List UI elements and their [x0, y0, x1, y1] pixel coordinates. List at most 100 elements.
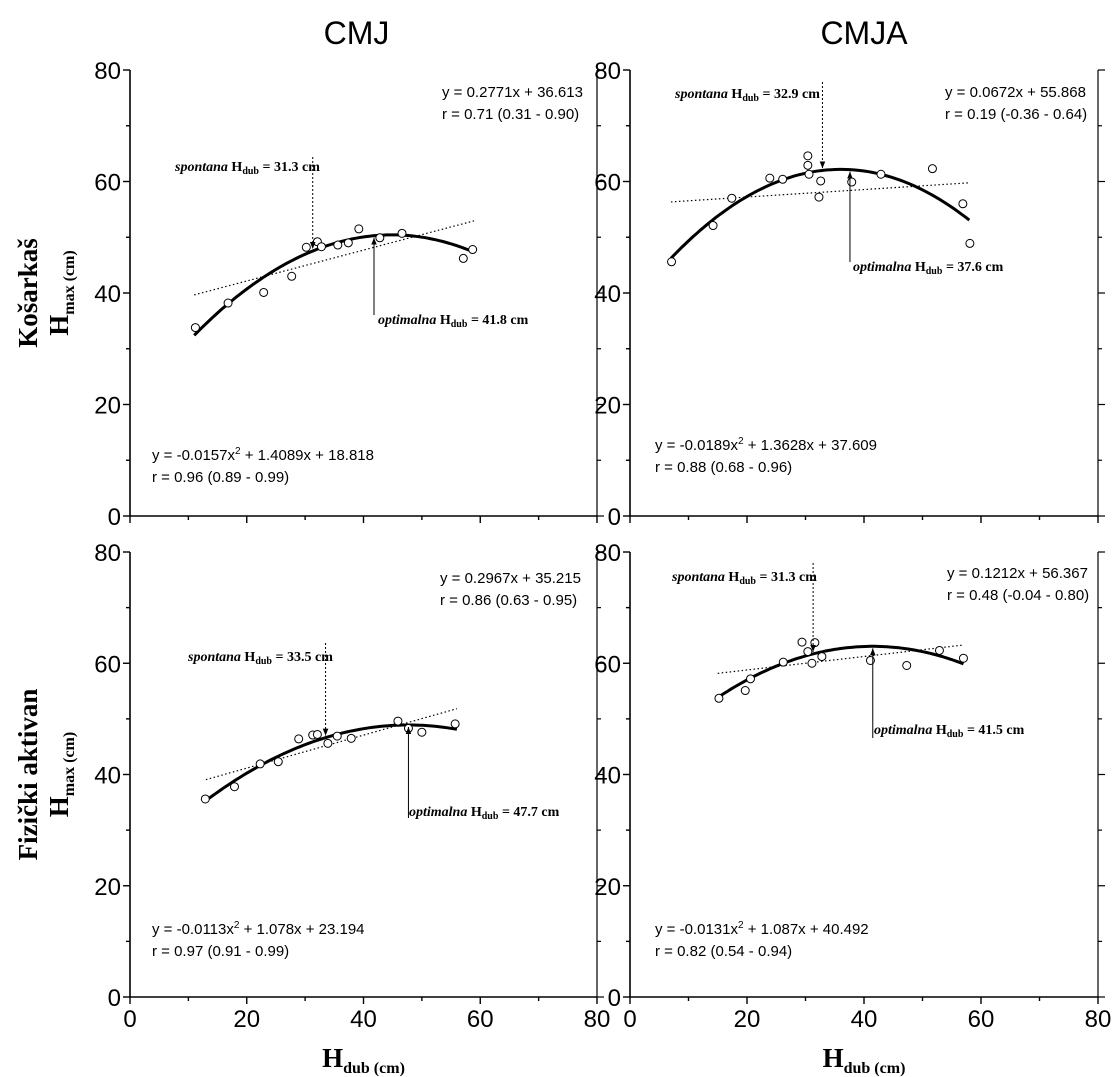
optimalna-annotation: optimalna Hdub = 37.6 cm — [853, 260, 1004, 277]
data-point — [797, 637, 807, 647]
data-point — [468, 245, 478, 255]
y-axis-label: Hmax (cm) — [44, 732, 78, 817]
data-point — [273, 757, 283, 767]
row-label: Košarkaš — [13, 238, 43, 348]
quadratic-r-value: r = 0.82 (0.54 - 0.94) — [655, 943, 792, 960]
linear-fit-line — [717, 644, 964, 674]
y-tick-label: 20 — [594, 393, 621, 420]
data-point — [727, 193, 737, 203]
y-tick-label: 60 — [594, 170, 621, 197]
x-tick-label: 40 — [350, 1006, 377, 1033]
data-point — [810, 638, 820, 648]
quadratic-equation: y = -0.0189x2 + 1.3628x + 37.609 — [655, 436, 877, 454]
data-point — [200, 794, 210, 804]
data-point — [814, 192, 824, 202]
data-point — [354, 224, 364, 234]
x-tick-label: 60 — [467, 1006, 494, 1033]
quadratic-r-value: r = 0.96 (0.89 - 0.99) — [152, 469, 289, 486]
data-point — [223, 298, 233, 308]
data-point — [803, 647, 813, 657]
linear-fit-line — [670, 182, 970, 203]
quadratic-r-value: r = 0.97 (0.91 - 0.99) — [152, 943, 289, 960]
data-point — [927, 164, 937, 174]
data-point — [397, 228, 407, 238]
data-point — [740, 686, 750, 696]
linear-equation: y = 0.2967x + 35.215 — [440, 570, 581, 587]
linear-r-value: r = 0.86 (0.63 - 0.95) — [440, 592, 577, 609]
y-tick-label: 20 — [94, 874, 121, 901]
y-tick-label: 60 — [94, 170, 121, 197]
y-tick-label: 40 — [94, 763, 121, 790]
x-axis-label: Hdub (cm) — [322, 1043, 405, 1077]
data-point — [934, 645, 944, 655]
x-tick-label: 80 — [584, 1006, 611, 1033]
data-point — [393, 716, 403, 726]
data-point — [902, 660, 912, 670]
x-tick-label: 80 — [1085, 1006, 1112, 1033]
y-tick-label: 40 — [594, 281, 621, 308]
data-point — [346, 733, 356, 743]
quadratic-equation: y = -0.0113x2 + 1.078x + 23.194 — [152, 920, 365, 938]
data-point — [965, 238, 975, 248]
chart-panel-4: 0 20 40 60 80 0 20 40 60 80 Hdub (cm) y = 0.1212x +… — [594, 540, 1111, 1077]
data-point — [316, 242, 326, 252]
x-axis-label: Hdub (cm) — [823, 1043, 906, 1077]
x-tick-label: 0 — [623, 1006, 636, 1033]
y-tick-label: 0 — [108, 504, 121, 531]
y-tick-label: 80 — [94, 540, 121, 567]
spontana-annotation: spontana Hdub = 31.3 cm — [671, 570, 817, 587]
data-point — [746, 674, 756, 684]
data-point — [958, 653, 968, 663]
linear-r-value: r = 0.71 (0.31 - 0.90) — [442, 106, 579, 123]
y-tick-label: 40 — [94, 281, 121, 308]
y-tick-label: 20 — [594, 874, 621, 901]
spontana-annotation: spontana Hdub = 33.5 cm — [187, 650, 333, 667]
chart-panel-2: 0 20 40 60 80 CMJA y = 0.0672x + 55.868 r = 0.1… — [594, 15, 1105, 531]
data-point — [804, 169, 814, 179]
y-tick-label: 80 — [594, 540, 621, 567]
data-point — [343, 238, 353, 248]
linear-fit-line — [194, 220, 475, 296]
column-title: CMJ — [324, 15, 390, 51]
data-point — [450, 719, 460, 729]
x-tick-label: 60 — [968, 1006, 995, 1033]
data-point — [255, 759, 265, 769]
data-point — [765, 173, 775, 183]
data-point — [287, 271, 297, 281]
y-tick-label: 20 — [94, 393, 121, 420]
optimalna-annotation: optimalna Hdub = 41.5 cm — [874, 723, 1025, 740]
data-point — [301, 242, 311, 252]
data-point — [714, 693, 724, 703]
data-point — [332, 731, 342, 741]
data-point — [807, 658, 817, 668]
data-point — [876, 169, 886, 179]
data-point — [778, 657, 788, 667]
linear-r-value: r = 0.19 (-0.36 - 0.64) — [945, 106, 1087, 123]
row-label: Fizički aktivan — [13, 689, 43, 861]
y-tick-label: 40 — [594, 763, 621, 790]
y-tick-label: 0 — [108, 985, 121, 1012]
data-point — [803, 151, 813, 161]
data-point — [458, 253, 468, 263]
x-tick-label: 20 — [233, 1006, 260, 1033]
x-tick-label: 20 — [734, 1006, 761, 1033]
data-point — [323, 738, 333, 748]
data-point — [375, 233, 385, 243]
quadratic-fit-curve — [204, 723, 458, 802]
x-tick-label: 40 — [851, 1006, 878, 1033]
optimalna-annotation: optimalna Hdub = 41.8 cm — [378, 313, 529, 330]
y-tick-label: 80 — [594, 58, 621, 85]
y-tick-label: 0 — [608, 504, 621, 531]
spontana-annotation: spontana Hdub = 31.3 cm — [174, 160, 320, 177]
data-point — [190, 323, 200, 333]
quadratic-r-value: r = 0.88 (0.68 - 0.96) — [655, 459, 792, 476]
data-point — [312, 729, 322, 739]
data-point — [229, 782, 239, 792]
chart-panel-1: 0 20 40 60 80 CMJ Košarkaš Hmax (cm) y = 0.2771x… — [13, 15, 604, 531]
y-tick-label: 0 — [608, 985, 621, 1012]
data-point — [417, 727, 427, 737]
data-point — [958, 199, 968, 209]
x-tick-label: 0 — [123, 1006, 136, 1033]
